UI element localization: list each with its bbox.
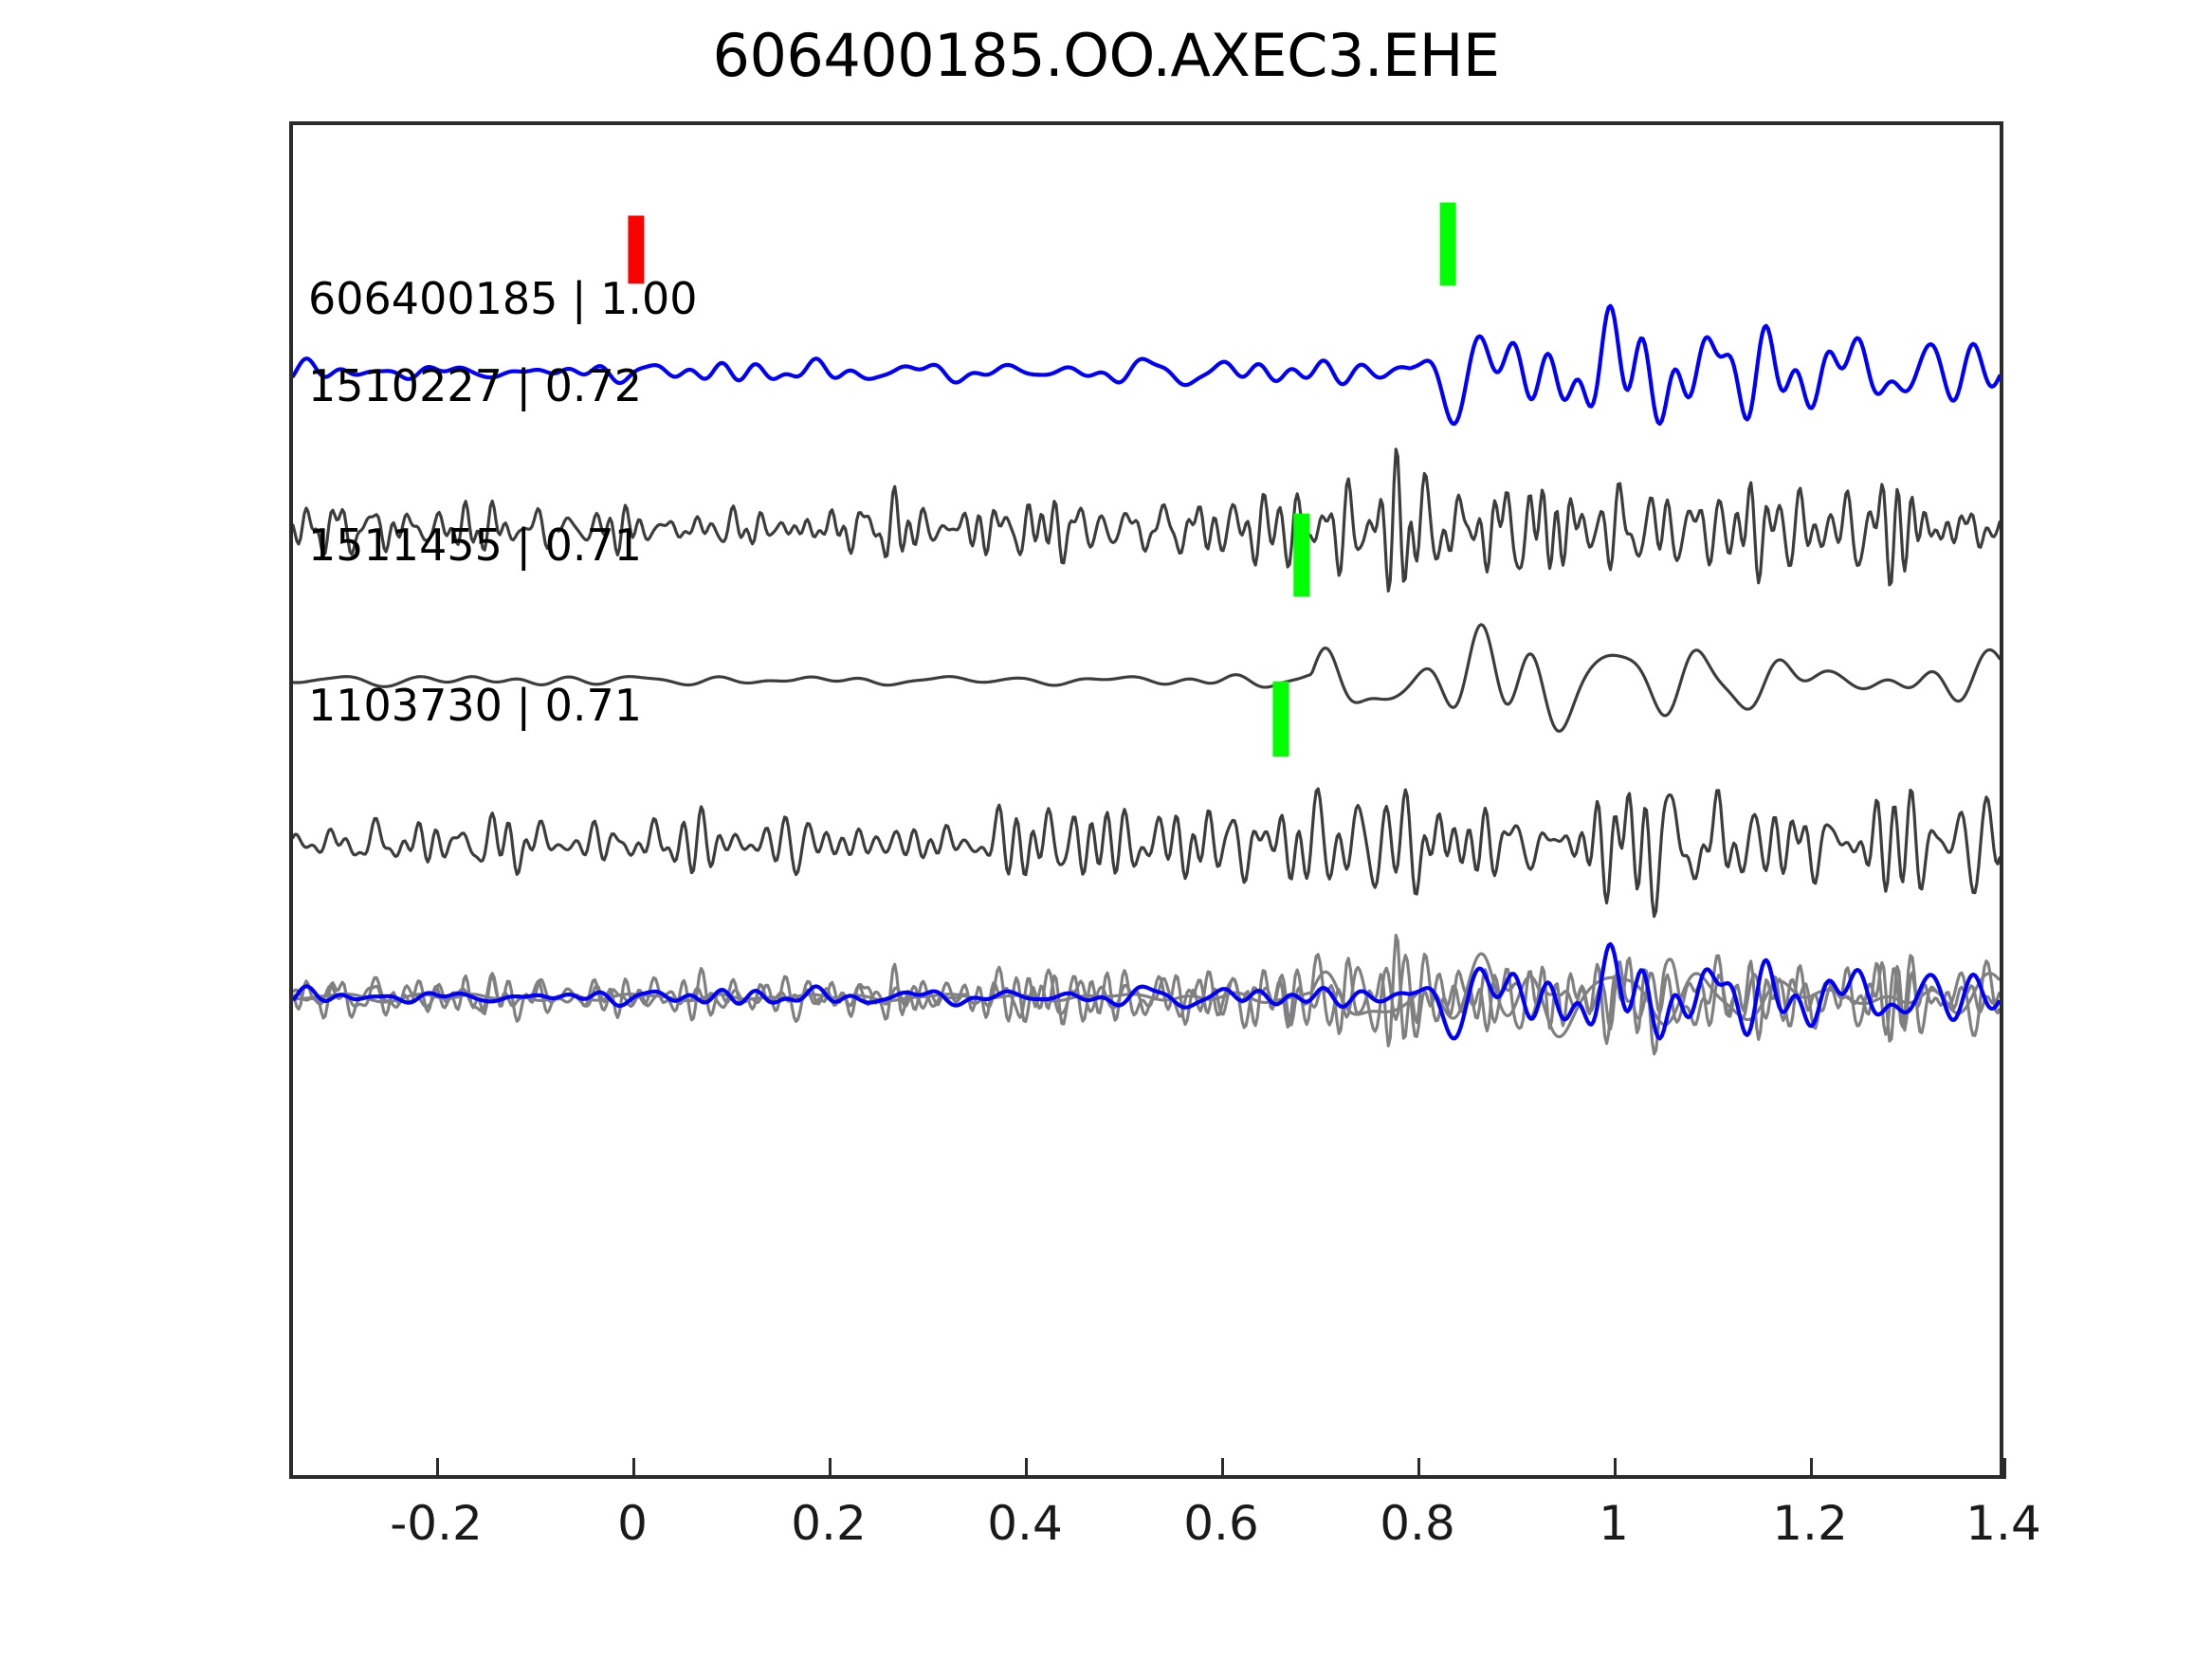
x-axis-tick-label: 0.2 [791,1496,867,1551]
waveform-trace [293,623,2000,733]
x-axis-tick-label: 0.4 [987,1496,1063,1551]
plot-area [289,121,2003,1479]
x-axis-tick-label: 1 [1599,1496,1629,1551]
waveform-trace [293,447,2000,592]
x-axis-tick-mark [1025,1458,1028,1479]
x-axis-tick-mark [2003,1458,2006,1479]
x-axis-tick-mark [1221,1458,1224,1479]
pick-green-marker[interactable] [1293,513,1310,597]
x-axis-tick-label: 0.8 [1380,1496,1455,1551]
page-title: 606400185.OO.AXEC3.EHE [712,21,1501,90]
x-axis-tick-mark [436,1458,439,1479]
x-axis-tick-mark [1810,1458,1813,1479]
waveform-trace [293,787,2000,919]
pick-green-marker[interactable] [1439,202,1456,286]
x-axis-tick-mark [1417,1458,1420,1479]
trace-label-606400185: 606400185 | 1.00 [308,273,698,324]
x-axis-tick-mark [1614,1458,1617,1479]
trace-label-1103730: 1103730 | 0.71 [308,680,643,731]
x-axis-tick-label: 1.4 [1965,1496,2041,1551]
trace-label-1510227: 1510227 | 0.72 [308,360,643,411]
x-axis-tick-label: 0.6 [1183,1496,1259,1551]
x-axis-tick-mark [829,1458,832,1479]
waveform-canvas [293,202,2000,1056]
pick-green-marker[interactable] [1272,681,1289,757]
overlay-trace-highlight [293,941,2000,1041]
waveform-trace [293,303,2000,427]
x-axis-tick-mark [632,1458,635,1479]
x-axis-tick-label: 1.2 [1772,1496,1848,1551]
trace-label-1511455: 1511455 | 0.71 [308,520,643,571]
pick-red-marker[interactable] [628,215,645,284]
x-axis-tick-label: 0 [617,1496,648,1551]
x-axis-tick-label: -0.2 [390,1496,483,1551]
